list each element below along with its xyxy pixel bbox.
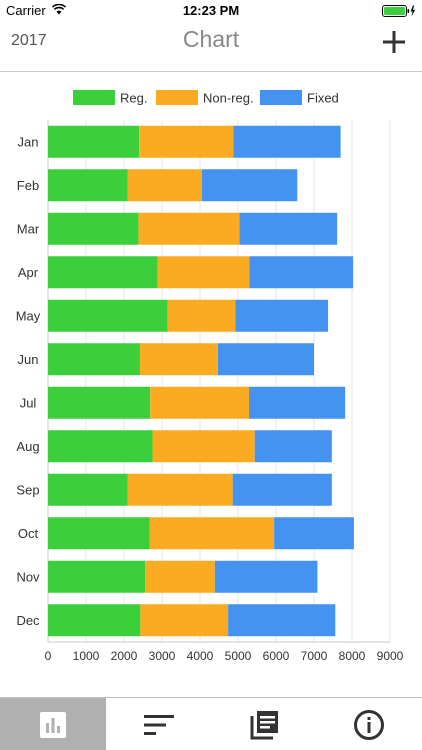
x-tick-label: 4000 — [187, 649, 214, 663]
bar-segment — [249, 256, 354, 289]
bar-segment — [217, 343, 314, 376]
legend-label: Fixed — [307, 91, 339, 106]
bar-segment — [145, 560, 215, 593]
category-label: May — [16, 308, 41, 323]
bar-segment — [138, 212, 240, 245]
x-tick-label: 7000 — [301, 649, 328, 663]
x-tick-label: 5000 — [225, 649, 252, 663]
bar-segment — [48, 517, 150, 550]
category-label: Jan — [18, 134, 39, 149]
category-label: Jul — [20, 395, 37, 410]
x-axis: 0 1000 2000 3000 4000 5000 6000 7000 8000 9000 — [45, 649, 404, 663]
legend-label: Reg. — [120, 91, 147, 106]
tab-bar — [0, 697, 422, 750]
tab-documents[interactable] — [211, 698, 316, 750]
bar-segment — [249, 386, 346, 419]
info-icon — [354, 709, 384, 740]
legend-swatch — [260, 90, 302, 105]
nav-bar: 2017 Chart — [0, 22, 422, 72]
tab-chart[interactable] — [0, 698, 106, 750]
bar-segment — [152, 430, 255, 463]
bar-segment — [214, 560, 318, 593]
carrier-label: Carrier — [6, 3, 46, 18]
bar-segment — [48, 256, 158, 289]
bar-segment — [48, 299, 168, 332]
bar-segment — [48, 212, 139, 245]
status-bar: Carrier 12:23 PM — [0, 0, 422, 22]
bar-segment — [274, 517, 354, 550]
sort-lines-icon — [143, 714, 174, 735]
bar-segment — [254, 430, 332, 463]
bar-segment — [201, 169, 298, 202]
documents-icon — [250, 710, 278, 739]
bar-segment — [232, 473, 332, 506]
bar-segment — [228, 604, 336, 637]
bar-segment — [140, 604, 229, 637]
category-label: Mar — [17, 221, 40, 236]
bar-segment — [127, 169, 202, 202]
bar-segment — [167, 299, 236, 332]
bar-segment — [239, 212, 338, 245]
bar-segment — [48, 430, 153, 463]
x-tick-label: 0 — [45, 649, 52, 663]
status-time: 12:23 PM — [182, 3, 240, 18]
stacked-bar-chart: Reg. Non-reg. Fixed Jan Feb Mar Apr May Jun Jul A… — [16, 90, 404, 663]
bar-segment — [157, 256, 250, 289]
bar-segment — [139, 125, 234, 158]
bar-segment — [235, 299, 329, 332]
category-label: Oct — [18, 526, 39, 541]
category-labels: Jan Feb Mar Apr May Jun Jul Aug Sep Oct Nov Dec — [16, 134, 41, 628]
x-tick-label: 6000 — [263, 649, 290, 663]
bar-segment — [127, 473, 233, 506]
bar-segment — [48, 169, 128, 202]
category-label: Nov — [16, 569, 40, 584]
add-button[interactable] — [380, 28, 408, 56]
category-label: Apr — [18, 265, 39, 280]
legend-label: Non-reg. — [203, 91, 254, 106]
bar-chart-icon — [40, 711, 66, 738]
legend-swatch — [156, 90, 198, 105]
x-tick-label: 2000 — [111, 649, 138, 663]
category-label: Jun — [18, 352, 39, 367]
tab-info[interactable] — [316, 698, 422, 750]
plus-icon — [383, 31, 405, 53]
page-title: Chart — [182, 26, 240, 52]
category-label: Dec — [16, 613, 40, 628]
tab-sort[interactable] — [106, 698, 211, 750]
wifi-icon — [52, 4, 66, 15]
category-label: Sep — [16, 482, 39, 497]
bar-segment — [149, 517, 275, 550]
bar-segment — [233, 125, 341, 158]
grid-lines — [47, 120, 391, 643]
bars — [48, 125, 354, 637]
bar-segment — [48, 386, 151, 419]
legend-swatch — [73, 90, 115, 105]
bar-segment — [48, 560, 146, 593]
battery-charging-icon — [382, 5, 416, 17]
legend: Reg. Non-reg. Fixed — [73, 90, 339, 106]
bar-segment — [139, 343, 218, 376]
bar-segment — [48, 125, 140, 158]
category-label: Aug — [16, 439, 39, 454]
bar-segment — [48, 343, 140, 376]
year-selector[interactable]: 2017 — [11, 32, 47, 49]
bar-segment — [48, 604, 141, 637]
category-label: Feb — [17, 178, 39, 193]
bar-segment — [48, 473, 128, 506]
bar-segment — [150, 386, 250, 419]
x-tick-label: 9000 — [377, 649, 404, 663]
x-tick-label: 1000 — [73, 649, 100, 663]
x-tick-label: 3000 — [149, 649, 176, 663]
x-tick-label: 8000 — [339, 649, 366, 663]
